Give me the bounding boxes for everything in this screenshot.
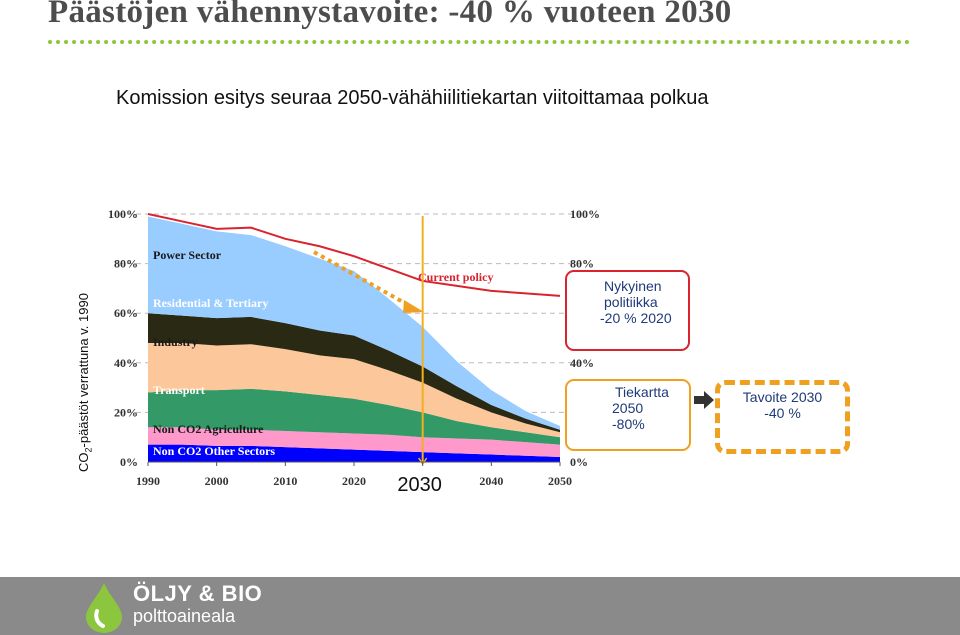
title-underline: [48, 40, 910, 44]
series-label: Residential & Tertiary: [153, 296, 268, 310]
y-tick-label-left: 40%: [114, 356, 138, 370]
area-transport: [148, 388, 560, 445]
y-tick-label-right: 100%: [570, 207, 600, 221]
y-tick-label-left: 80%: [114, 257, 138, 271]
series-label: Non CO2 Agriculture: [153, 422, 264, 436]
y-tick-label-right: 40%: [570, 356, 594, 370]
x-tick-label-highlight: 2030: [397, 474, 442, 496]
callout-line: -40 %: [764, 405, 801, 421]
x-tick-label: 2000: [205, 474, 229, 488]
current-policy-line: [147, 213, 561, 297]
series-label: Transport: [153, 383, 205, 397]
callout-line: -80%: [612, 416, 645, 432]
y-tick-label-left: 60%: [114, 306, 138, 320]
x-tick-label: 2020: [342, 474, 366, 488]
y-tick-label-right: 80%: [570, 257, 594, 271]
y-tick-label-right: 0%: [570, 455, 588, 469]
arrow-right-icon: [694, 391, 714, 409]
reduction-path-line: [313, 250, 411, 308]
x-tick-label: 1990: [136, 474, 160, 488]
footer-bar: [0, 577, 960, 635]
series-label: Power Sector: [153, 248, 222, 262]
area-non-co2-other-sectors: [148, 444, 560, 462]
target-2030-callout: Tavoite 2030 -40 %: [715, 380, 850, 454]
series-label: Industry: [153, 335, 198, 349]
callout-line: Tiekartta: [615, 384, 669, 400]
area-residential-tertiary: [148, 313, 560, 433]
y-tick-label-left: 100%: [108, 207, 138, 221]
x-tick-label: 2010: [273, 474, 297, 488]
x-tick-label: 2050: [548, 474, 572, 488]
area-power-sector: [148, 216, 560, 430]
brand-name: ÖLJY & BIO: [133, 581, 263, 606]
callout-line: politiikka: [604, 294, 658, 310]
oil-drop-logo-icon: [86, 583, 122, 633]
page-subtitle: Komission esitys seuraa 2050-vähähiiliti…: [116, 87, 709, 109]
area-industry: [148, 342, 560, 438]
callout-line: Nykyinen: [604, 278, 662, 294]
brand-subtitle: polttoaineala: [133, 606, 236, 626]
current-policy-callout: Nykyinen politiikka -20 % 2020: [565, 270, 690, 351]
roadmap-callout: Tiekartta 2050 -80%: [565, 379, 691, 451]
reduction-path-arrowhead: [403, 300, 424, 313]
x-tick-label: 2040: [479, 474, 503, 488]
current-policy-label: Current policy: [418, 270, 493, 284]
page-title: Päästöjen vähennystavoite: -40 % vuoteen…: [48, 0, 732, 30]
callout-line: Tavoite 2030: [742, 389, 823, 405]
callout-line: -20 % 2020: [600, 310, 672, 326]
y-tick-label-left: 0%: [120, 455, 138, 469]
series-label: Non CO2 Other Sectors: [153, 444, 275, 458]
y-axis-label: CO2-päästöt verrattuna v. 1990: [76, 293, 94, 472]
y-tick-label-left: 20%: [114, 405, 138, 419]
callout-line: 2050: [612, 400, 644, 416]
area-non-co2-agriculture: [148, 427, 560, 458]
